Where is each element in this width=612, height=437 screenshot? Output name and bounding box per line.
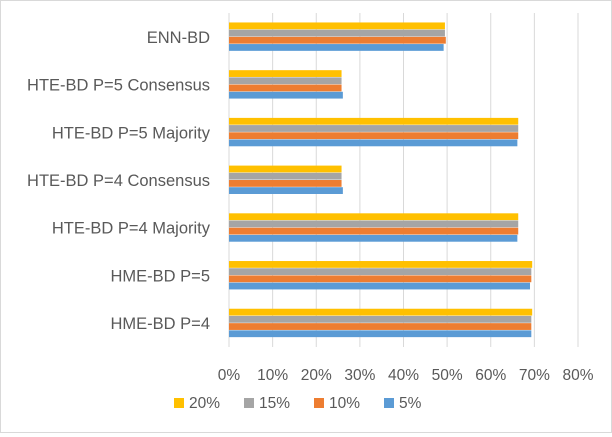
bar [229, 22, 445, 30]
bar [229, 84, 342, 92]
category-label: HTE-BD P=4 Majority [52, 220, 211, 238]
bar [229, 323, 532, 330]
bar [229, 227, 519, 235]
legend-label: 15% [259, 395, 290, 412]
legend-label: 10% [329, 395, 360, 412]
bar [229, 91, 343, 99]
legend-label: 5% [399, 395, 422, 412]
bar [229, 330, 532, 338]
bar [229, 282, 531, 290]
bar [229, 261, 533, 268]
x-tick-label: 70% [519, 367, 550, 384]
bar [229, 220, 519, 228]
bar [229, 70, 342, 77]
bar [229, 125, 519, 132]
x-tick-label: 10% [257, 367, 288, 384]
bar [229, 29, 445, 37]
x-tick-label: 0% [218, 367, 241, 384]
category-label: ENN-BD [147, 29, 210, 47]
bar [229, 180, 342, 187]
bar [229, 44, 444, 51]
x-tick-label: 40% [388, 367, 419, 384]
bar [229, 308, 533, 316]
bar [229, 77, 342, 85]
bar [229, 117, 519, 125]
bar [229, 268, 532, 276]
legend-swatch [244, 398, 254, 408]
x-tick-label: 20% [301, 367, 332, 384]
category-label: HME-BD P=5 [111, 267, 210, 285]
x-tick-label: 30% [344, 367, 375, 384]
bar [229, 172, 342, 180]
bar [229, 275, 532, 283]
bar [229, 213, 519, 221]
x-tick-label: 80% [562, 367, 593, 384]
legend-swatch [384, 398, 394, 408]
x-tick-label: 50% [432, 367, 463, 384]
category-label: HTE-BD P=5 Majority [52, 124, 211, 142]
bar [229, 132, 519, 140]
bar [229, 36, 446, 44]
bar [229, 139, 518, 147]
bar [229, 165, 342, 173]
x-tick-label: 60% [475, 367, 506, 384]
legend-swatch [314, 398, 324, 408]
bar [229, 234, 518, 242]
legend-swatch [174, 398, 184, 408]
bar [229, 315, 532, 323]
category-label: HME-BD P=4 [111, 315, 210, 333]
bar [229, 187, 343, 194]
category-label: HTE-BD P=5 Consensus [27, 77, 210, 95]
category-label: HTE-BD P=4 Consensus [27, 172, 210, 190]
legend-label: 20% [189, 395, 220, 412]
